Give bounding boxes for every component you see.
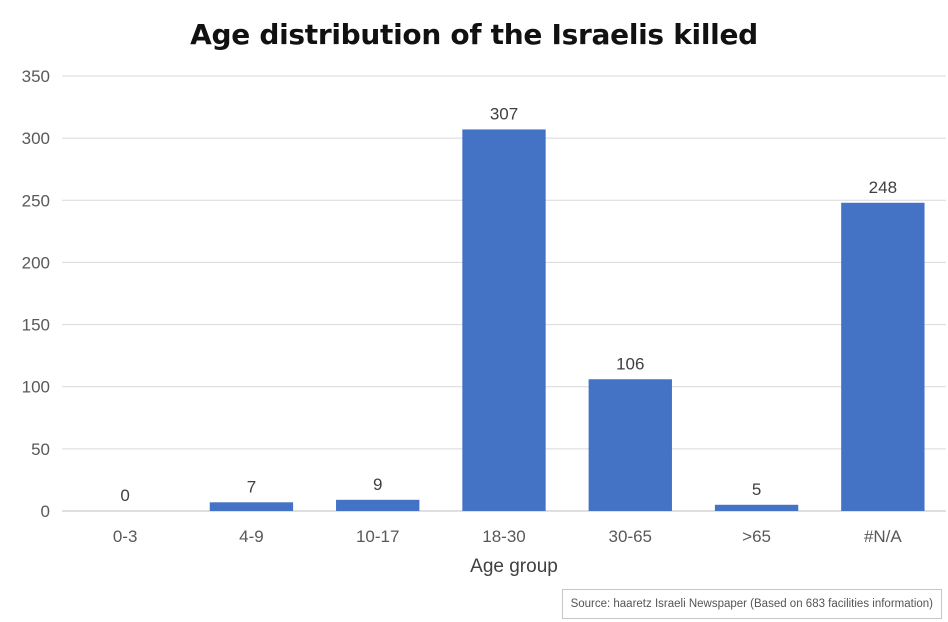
chart-title: Age distribution of the Israelis killed xyxy=(190,18,758,51)
y-tick-label: 350 xyxy=(22,67,50,86)
bar-1 xyxy=(209,502,294,511)
bar-2 xyxy=(336,499,420,511)
y-tick-label: 200 xyxy=(22,253,50,272)
y-tick-label: 150 xyxy=(22,316,50,335)
y-tick-label: 300 xyxy=(22,129,50,148)
x-tick-label: #N/A xyxy=(864,527,902,546)
data-label: 7 xyxy=(247,477,256,496)
bar-4 xyxy=(588,379,672,511)
data-label: 307 xyxy=(490,104,518,123)
data-label: 106 xyxy=(616,354,644,373)
x-tick-label: 0-3 xyxy=(113,527,138,546)
x-tick-label: >65 xyxy=(742,527,771,546)
x-tick-label: 30-65 xyxy=(609,527,652,546)
x-tick-label: 10-17 xyxy=(356,527,399,546)
bar-6 xyxy=(841,202,925,511)
bar-5 xyxy=(714,504,799,511)
y-tick-label: 50 xyxy=(31,440,50,459)
data-label: 0 xyxy=(120,486,129,505)
x-tick-label: 18-30 xyxy=(482,527,525,546)
x-axis-title: Age group xyxy=(470,556,558,577)
bar-3 xyxy=(462,129,546,511)
y-tick-label: 100 xyxy=(22,378,50,397)
y-tick-label: 0 xyxy=(41,502,50,521)
data-label: 248 xyxy=(869,178,897,197)
y-tick-label: 250 xyxy=(22,191,50,210)
data-label: 9 xyxy=(373,475,382,494)
source-note: Source: haaretz Israeli Newspaper (Based… xyxy=(561,589,942,619)
data-label: 5 xyxy=(752,480,761,499)
x-tick-label: 4-9 xyxy=(239,527,264,546)
